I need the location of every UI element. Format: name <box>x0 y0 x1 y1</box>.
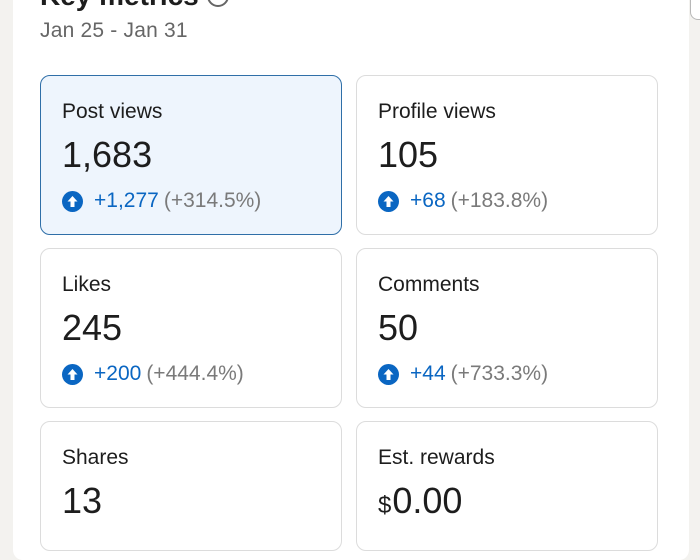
metric-change: +68 (+183.8%) <box>378 189 548 213</box>
key-metrics-header: Key metrics <box>40 0 229 12</box>
key-metrics-title: Key metrics <box>40 0 199 12</box>
metric-change: +44 (+733.3%) <box>378 362 548 386</box>
metric-card-post-views[interactable]: Post views 1,683 +1,277 (+314.5%) <box>40 75 342 235</box>
adjacent-panel-edge <box>690 0 700 20</box>
info-icon[interactable] <box>206 0 229 7</box>
metric-value: 50 <box>378 307 419 348</box>
metric-value: 105 <box>378 134 439 175</box>
metric-label: Comments <box>378 273 480 296</box>
metric-value: 245 <box>62 307 123 348</box>
metric-label: Est. rewards <box>378 446 495 469</box>
metric-change-absolute: +200 <box>94 362 142 385</box>
currency-symbol: $ <box>378 492 392 519</box>
metric-label: Likes <box>62 273 112 296</box>
metric-value: $0.00 <box>378 480 462 522</box>
metric-card-profile-views[interactable]: Profile views 105 +68 (+183.8%) <box>356 75 658 235</box>
metric-label: Post views <box>62 100 163 123</box>
metric-change: +200 (+444.4%) <box>62 362 244 386</box>
metric-change-percent: (+733.3%) <box>450 362 549 385</box>
metric-card-shares[interactable]: Shares 13 <box>40 421 342 551</box>
arrow-up-circle-icon <box>378 190 399 212</box>
date-range: Jan 25 - Jan 31 <box>40 19 188 42</box>
metric-card-likes[interactable]: Likes 245 +200 (+444.4%) <box>40 248 342 408</box>
arrow-up-circle-icon <box>378 363 399 385</box>
metric-value-number: 0.00 <box>392 480 463 521</box>
metric-label: Profile views <box>378 100 496 123</box>
metric-change: +1,277 (+314.5%) <box>62 189 261 213</box>
metric-change-absolute: +68 <box>410 189 446 212</box>
metric-value: 1,683 <box>62 134 153 175</box>
metric-change-percent: (+444.4%) <box>146 362 244 385</box>
metric-change-percent: (+314.5%) <box>163 189 262 212</box>
metric-card-comments[interactable]: Comments 50 +44 (+733.3%) <box>356 248 658 408</box>
metric-value: 13 <box>62 480 103 521</box>
metric-change-absolute: +44 <box>410 362 446 385</box>
metric-card-est-rewards[interactable]: Est. rewards $0.00 <box>356 421 658 551</box>
arrow-up-circle-icon <box>62 363 83 385</box>
arrow-up-circle-icon <box>62 190 83 212</box>
metric-change-absolute: +1,277 <box>94 189 159 212</box>
metric-change-percent: (+183.8%) <box>450 189 549 212</box>
metric-label: Shares <box>62 446 129 469</box>
